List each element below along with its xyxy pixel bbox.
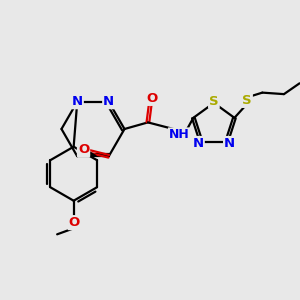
- Text: N: N: [224, 137, 235, 150]
- Text: S: S: [209, 94, 219, 108]
- Text: O: O: [69, 216, 80, 229]
- Text: O: O: [78, 143, 89, 156]
- Text: O: O: [146, 92, 157, 105]
- Text: N: N: [103, 95, 114, 108]
- Text: NH: NH: [168, 128, 189, 141]
- Text: S: S: [242, 94, 252, 107]
- Text: N: N: [193, 137, 204, 150]
- Text: N: N: [72, 95, 83, 108]
